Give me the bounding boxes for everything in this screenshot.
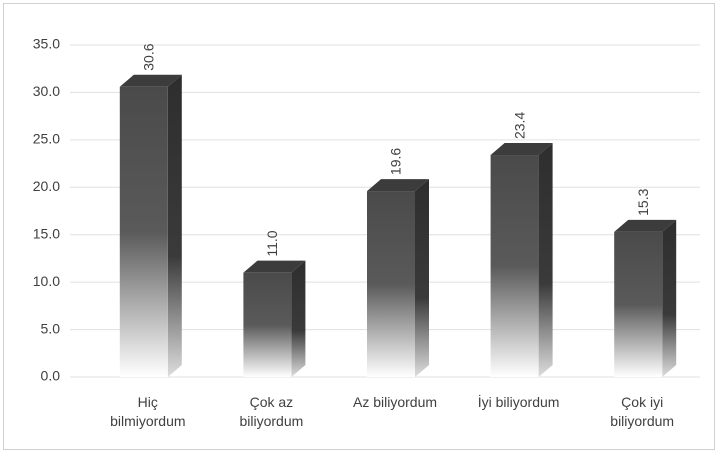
y-tick-label: 10.0: [33, 273, 60, 289]
bar-top: [614, 219, 677, 232]
bar: [367, 191, 415, 377]
bar: [243, 272, 292, 377]
bar: [614, 231, 663, 377]
bar: [490, 155, 539, 377]
x-tick-label: Az biliyordum: [352, 394, 438, 410]
bar-side: [415, 179, 429, 377]
y-tick-label: 25.0: [33, 131, 60, 147]
y-tick-label: 20.0: [33, 178, 60, 194]
bar-side: [662, 219, 677, 377]
x-tick-label: Çok iyi biliyordum: [610, 394, 675, 429]
x-tick-label: Hiç bilmiyordum: [110, 394, 186, 429]
value-label: 23.4: [511, 112, 527, 139]
value-label: 11.0: [264, 230, 280, 256]
bar-side: [291, 260, 306, 377]
bar-side: [167, 74, 182, 377]
value-label: 15.3: [635, 188, 651, 215]
bar-top: [367, 179, 429, 192]
x-tick-label: Çok az biliyordum: [239, 394, 304, 429]
y-tick-label: 0.0: [41, 368, 61, 384]
y-tick-label: 15.0: [33, 225, 60, 241]
bar: [119, 86, 168, 377]
bar-top: [119, 74, 182, 87]
value-label: 30.6: [141, 43, 157, 70]
y-tick-label: 5.0: [41, 320, 61, 336]
y-tick-label: 35.0: [33, 36, 60, 52]
bar-top: [490, 143, 553, 156]
chart-border: [3, 3, 715, 450]
bar-top: [243, 260, 306, 273]
y-tick-label: 30.0: [33, 83, 60, 99]
value-label: 19.6: [388, 148, 404, 175]
x-tick-label: İyi biliyordum: [477, 394, 560, 410]
bar-side: [538, 143, 553, 377]
